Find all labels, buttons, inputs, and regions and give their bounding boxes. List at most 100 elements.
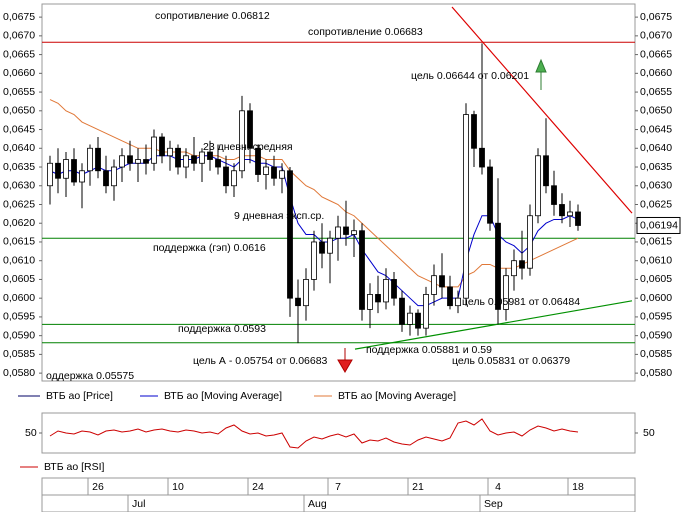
candle-body bbox=[223, 166, 229, 187]
candle-body bbox=[519, 260, 525, 269]
candle-body bbox=[151, 136, 157, 164]
y-tick-label: 0,0660 bbox=[640, 67, 672, 79]
y-tick-label: 0,0620 bbox=[3, 217, 35, 229]
trend-line bbox=[354, 300, 633, 350]
y-tick-label: 0,0625 bbox=[640, 198, 672, 210]
candle-body bbox=[375, 294, 381, 303]
candle-body bbox=[135, 159, 141, 164]
y-tick-label: 0,0665 bbox=[640, 48, 672, 60]
month-label: Jul bbox=[132, 498, 145, 510]
y-tick-label: 0,0675 bbox=[3, 11, 35, 23]
candle-body bbox=[327, 237, 333, 254]
annotation: цель 0.05981 от 0.06484 bbox=[462, 296, 580, 308]
annotation: сопротивление 0.06683 bbox=[308, 26, 423, 38]
y-tick-label: 0,0660 bbox=[3, 67, 35, 79]
y-tick-label: 0,0670 bbox=[3, 30, 35, 42]
candle-body bbox=[535, 155, 541, 217]
y-tick-label: 0,0630 bbox=[640, 180, 672, 192]
x-tick-label: 21 bbox=[412, 481, 424, 493]
candle-body bbox=[239, 110, 245, 172]
candle-body bbox=[183, 155, 189, 168]
candle-body bbox=[247, 110, 253, 149]
candle-body bbox=[471, 114, 477, 149]
annotation: поддержка 0.05881 и 0.59 bbox=[366, 344, 492, 356]
candle-body bbox=[175, 147, 181, 168]
candle-body bbox=[335, 226, 341, 239]
candle-body bbox=[143, 159, 149, 164]
y-tick-label: 0,0650 bbox=[640, 105, 672, 117]
candle-body bbox=[415, 312, 421, 329]
candle-body bbox=[495, 222, 501, 310]
candle-body bbox=[215, 159, 221, 168]
candle-body bbox=[287, 170, 293, 299]
plot-frame bbox=[41, 3, 636, 382]
y-tick-label: 0,0590 bbox=[640, 329, 672, 341]
candle-body bbox=[207, 151, 213, 160]
candle-body bbox=[575, 211, 581, 226]
y-tick-label: 0,0655 bbox=[3, 86, 35, 98]
candle-body bbox=[159, 136, 165, 157]
candle-body bbox=[103, 170, 109, 187]
annotation: 9 дневная эксп.ср. bbox=[234, 210, 324, 222]
candle-body bbox=[527, 215, 533, 269]
y-tick-label: 0,0580 bbox=[640, 367, 672, 379]
y-tick-label: 0,0650 bbox=[3, 105, 35, 117]
annotation: сопротивление 0.06812 bbox=[155, 10, 270, 22]
up-arrow bbox=[535, 58, 547, 90]
candle-body bbox=[319, 241, 325, 254]
candle-body bbox=[231, 170, 237, 187]
y-tick-label: 0,0590 bbox=[3, 329, 35, 341]
y-tick-label: 0,0640 bbox=[640, 142, 672, 154]
candle-body bbox=[295, 297, 301, 307]
candle-body bbox=[47, 162, 53, 187]
moving-average bbox=[49, 99, 579, 288]
legend-label: ВТБ ао [Moving Average] bbox=[338, 390, 456, 402]
y-tick-label: 0,0585 bbox=[640, 348, 672, 360]
candle-body bbox=[391, 279, 397, 299]
legend-label: ВТБ ао [Price] bbox=[46, 390, 113, 402]
candle-body bbox=[71, 159, 77, 183]
candle-body bbox=[351, 230, 357, 235]
candle-body bbox=[407, 312, 413, 325]
annotation: 23 дневн. средняя bbox=[203, 141, 293, 153]
rsi-line bbox=[49, 418, 579, 449]
candle-body bbox=[63, 159, 69, 179]
candle-body bbox=[271, 166, 277, 179]
candle-body bbox=[479, 147, 485, 168]
x-tick-label: 26 bbox=[92, 481, 104, 493]
y-tick-label: 0,0605 bbox=[640, 273, 672, 285]
candle-body bbox=[359, 230, 365, 310]
annotation: поддержка 0.0593 bbox=[178, 323, 266, 335]
y-tick-label: 0,0615 bbox=[640, 236, 672, 248]
candle-body bbox=[111, 166, 117, 187]
annotation: цель А - 0.05754 от 0.06683 bbox=[193, 355, 328, 367]
candle-body bbox=[559, 204, 565, 217]
x-tick-label: 24 bbox=[252, 481, 264, 493]
candle-body bbox=[463, 114, 469, 299]
y-tick-label: 0,0675 bbox=[640, 11, 672, 23]
legend-label: ВТБ ао [RSI] bbox=[44, 461, 105, 473]
y-tick-label: 0,0645 bbox=[3, 123, 35, 135]
candle-body bbox=[455, 297, 461, 307]
candle-body bbox=[263, 166, 269, 175]
x-tick-label: 7 bbox=[335, 481, 341, 493]
last-price-box bbox=[636, 216, 681, 234]
y-tick-label: 0,0610 bbox=[3, 254, 35, 266]
month-label: Aug bbox=[308, 498, 327, 510]
y-tick-label: 0,0670 bbox=[640, 30, 672, 42]
legend-label: ВТБ ао [Moving Average] bbox=[164, 390, 282, 402]
y-tick-label: 0,0630 bbox=[3, 180, 35, 192]
y-tick-label: 0,0635 bbox=[640, 161, 672, 173]
annotation: оддержка 0.05575 bbox=[46, 370, 134, 382]
candle-body bbox=[487, 166, 493, 224]
y-tick-label: 0,0585 bbox=[3, 348, 35, 360]
candle-body bbox=[431, 275, 437, 295]
trend-line bbox=[451, 6, 633, 214]
last-price-label: 0,06194 bbox=[640, 219, 678, 231]
candle-body bbox=[303, 279, 309, 307]
y-tick-label: 0,0605 bbox=[3, 273, 35, 285]
candle-body bbox=[279, 170, 285, 179]
candle-body bbox=[399, 297, 405, 325]
y-tick-label: 0,0580 bbox=[3, 367, 35, 379]
